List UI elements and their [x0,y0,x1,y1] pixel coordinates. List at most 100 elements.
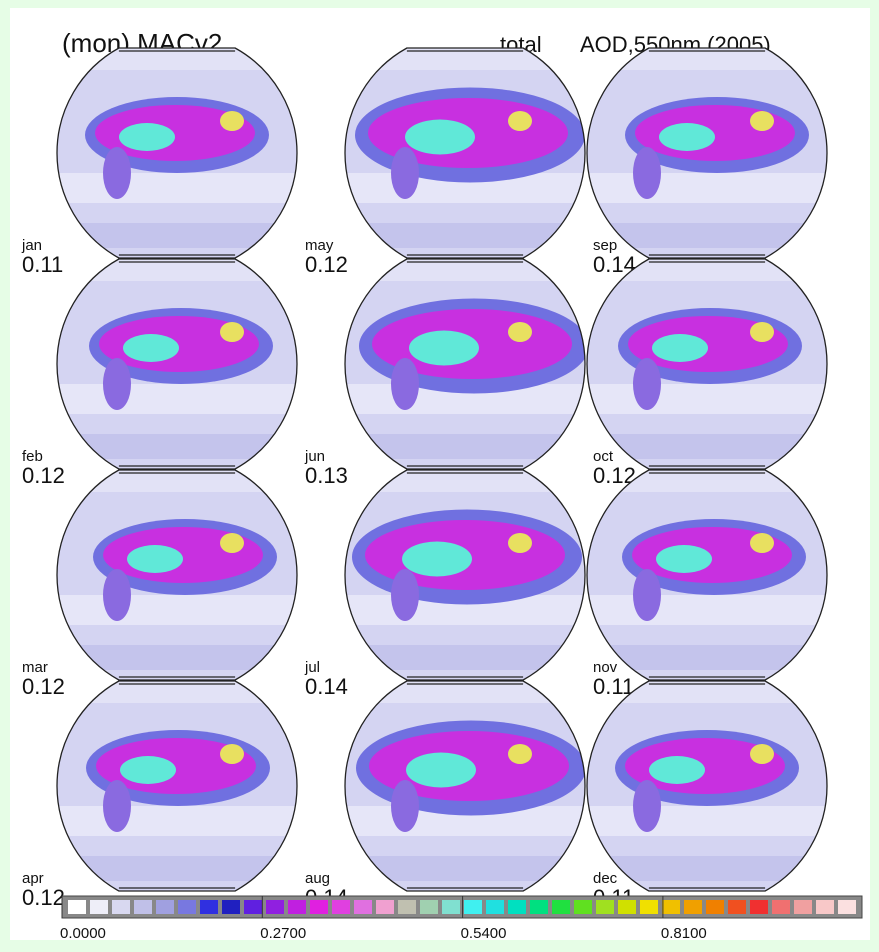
colorbar-swatch [90,900,108,914]
map [345,470,585,680]
map-blob [633,780,661,832]
figure: (mon) MACv2 total AOD,550nm (2005) jan0.… [0,0,879,947]
map-blob [119,123,175,151]
colorbar-swatch [574,900,592,914]
map-blob [659,123,715,151]
map [57,681,297,891]
colorbar-swatch [222,900,240,914]
map-band [57,384,297,414]
colorbar-swatch [112,900,130,914]
map [587,259,827,469]
colorbar-swatch [398,900,416,914]
map-blob [220,322,244,342]
colorbar-swatch [706,900,724,914]
map-blob [120,756,176,784]
map-blob [409,331,479,366]
colorbar-swatch [486,900,504,914]
map [57,259,297,469]
map-blob [220,111,244,131]
map-blob [220,533,244,553]
map-blob [405,120,475,155]
map [587,470,827,680]
map-band [587,384,827,414]
colorbar-label: 0.2700 [260,925,306,942]
map-blob [103,358,131,410]
colorbar-swatch [288,900,306,914]
map-blob [391,780,419,832]
colorbar-swatch [684,900,702,914]
colorbar-swatch [442,900,460,914]
colorbar-label: 0.5400 [461,925,507,942]
month-value: 0.12 [305,252,348,277]
map-blob [103,147,131,199]
map-blob [750,744,774,764]
map-band [57,806,297,836]
map-blob [635,105,795,161]
colorbar-swatch [376,900,394,914]
colorbar-swatch [310,900,328,914]
map [587,681,827,891]
month-value: 0.11 [22,252,63,277]
map [587,48,827,258]
map-blob [402,542,472,577]
map-blob [508,533,532,553]
colorbar-swatch [156,900,174,914]
map-band [587,173,827,203]
colorbar-swatch [618,900,636,914]
colorbar-swatch [420,900,438,914]
map-blob [633,358,661,410]
colorbar-swatch [728,900,746,914]
map-band [587,595,827,625]
month-value: 0.14 [305,674,348,699]
map-blob [406,753,476,788]
month-value: 0.12 [22,885,65,910]
map-blob [633,147,661,199]
month-value: 0.13 [305,463,348,488]
map [57,48,297,258]
map-blob [127,545,183,573]
colorbar-swatch [552,900,570,914]
colorbar-swatch [178,900,196,914]
colorbar-swatch [838,900,856,914]
colorbar-swatch [530,900,548,914]
map-blob [508,322,532,342]
map-blob [656,545,712,573]
colorbar-swatch [354,900,372,914]
colorbar-swatch [596,900,614,914]
colorbar-label: 0.0000 [60,925,106,942]
colorbar-swatch [134,900,152,914]
colorbar-swatch [464,900,482,914]
colorbar-swatch [68,900,86,914]
map [57,470,297,680]
map-blob [633,569,661,621]
map-blob [750,533,774,553]
month-value: 0.12 [22,463,65,488]
colorbar-swatch [794,900,812,914]
map-blob [391,147,419,199]
map-blob [649,756,705,784]
map-blob [750,322,774,342]
colorbar-swatch [750,900,768,914]
colorbar-label: 0.8100 [661,925,707,942]
colorbar-swatch [200,900,218,914]
map-blob [220,744,244,764]
map-blob [391,569,419,621]
map-band [57,595,297,625]
colorbar-swatch [772,900,790,914]
map-blob [103,569,131,621]
colorbar-swatch [508,900,526,914]
map-blob [103,780,131,832]
colorbar-swatch [816,900,834,914]
map-blob [652,334,708,362]
colorbar-swatch [244,900,262,914]
colorbar-swatch [640,900,658,914]
map-blob [508,744,532,764]
colorbar-swatch [332,900,350,914]
map-blob [508,111,532,131]
map-band [587,806,827,836]
colorbar-swatch [266,900,284,914]
colorbar-swatch [662,900,680,914]
map-blob [391,358,419,410]
map-blob [750,111,774,131]
map [345,681,586,891]
